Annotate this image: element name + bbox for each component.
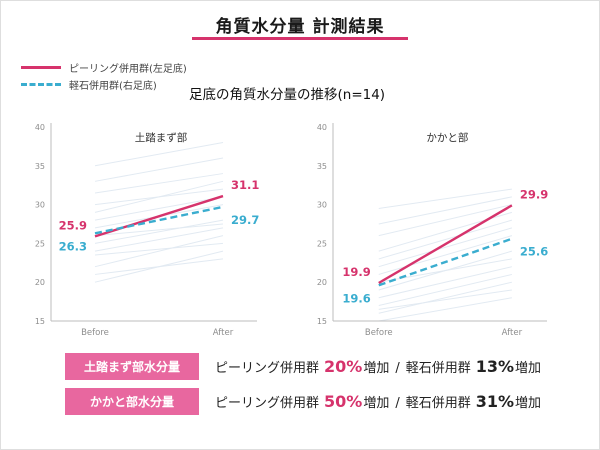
svg-text:40: 40 [35,123,45,132]
separator: / [395,361,400,376]
group2-label: 軽石併用群 [405,361,471,376]
svg-text:30: 30 [317,201,327,210]
svg-text:35: 35 [35,162,45,171]
summary-row-heel: かかと部水分量 ピーリング併用群 50% 増加 / 軽石併用群 31% 増加 [65,388,541,415]
svg-text:20: 20 [35,278,45,287]
legend-label: ピーリング併用群(左足底) [69,64,187,75]
svg-text:かかと部: かかと部 [426,131,468,144]
chart-arch: 15 20 25 30 35 40 Before After 土踏まず部 25.9 31.1 26.3… [35,123,259,338]
svg-text:25.6: 25.6 [520,245,548,259]
svg-text:15: 15 [317,317,327,326]
title-underline [192,37,408,40]
svg-text:土踏まず部: 土踏まず部 [135,131,188,144]
svg-text:29.9: 29.9 [520,187,548,201]
summary-badge-heel: かかと部水分量 [65,388,199,415]
group2-percent: 31% [475,392,515,411]
svg-text:25.9: 25.9 [59,218,87,232]
svg-text:30: 30 [35,201,45,210]
group2-suffix: 増加 [515,361,542,376]
chart-heel: 15 20 25 30 35 40 Before After かかと部 19.9 29.9 19.6 2… [317,123,548,338]
group2-label: 軽石併用群 [405,396,471,411]
svg-text:25: 25 [317,239,327,248]
svg-text:19.6: 19.6 [342,291,370,305]
summary-badge-arch: 土踏まず部水分量 [65,353,199,380]
chart-subtitle: 足底の角質水分量の推移(n=14) [189,87,386,103]
svg-text:After: After [213,328,234,338]
summary-text-arch: ピーリング併用群 20% 増加 / 軽石併用群 13% 増加 [215,357,541,376]
group2-percent: 13% [475,357,515,376]
group1-suffix: 増加 [363,396,390,411]
svg-text:Before: Before [365,328,393,338]
separator: / [395,396,400,411]
svg-text:31.1: 31.1 [231,178,259,192]
svg-text:After: After [502,328,523,338]
summary-row-arch: 土踏まず部水分量 ピーリング併用群 20% 増加 / 軽石併用群 13% 増加 [65,353,541,380]
solid-line-swatch-icon [21,66,61,69]
summary-text-heel: ピーリング併用群 50% 増加 / 軽石併用群 31% 増加 [215,392,541,411]
legend-item-pumice: 軽石併用群(右足底) [21,76,187,93]
legend-label: 軽石併用群(右足底) [69,81,157,92]
svg-text:26.3: 26.3 [59,239,87,253]
group1-label: ピーリング併用群 [215,396,320,411]
dashed-line-swatch-icon [21,83,61,86]
svg-text:Before: Before [81,328,109,338]
svg-text:20: 20 [317,278,327,287]
group1-label: ピーリング併用群 [215,361,320,376]
svg-text:25: 25 [35,239,45,248]
group1-suffix: 増加 [363,361,390,376]
group2-suffix: 増加 [515,396,542,411]
page-title: 角質水分量 計測結果 [215,17,385,37]
chart-legend: ピーリング併用群(左足底) 軽石併用群(右足底) [21,59,187,93]
group1-percent: 20% [324,357,363,376]
svg-text:40: 40 [317,123,327,132]
group1-percent: 50% [324,392,363,411]
svg-text:29.7: 29.7 [231,213,259,227]
legend-item-peeling: ピーリング併用群(左足底) [21,59,187,76]
svg-text:19.9: 19.9 [342,265,370,279]
svg-text:35: 35 [317,162,327,171]
svg-text:15: 15 [35,317,45,326]
